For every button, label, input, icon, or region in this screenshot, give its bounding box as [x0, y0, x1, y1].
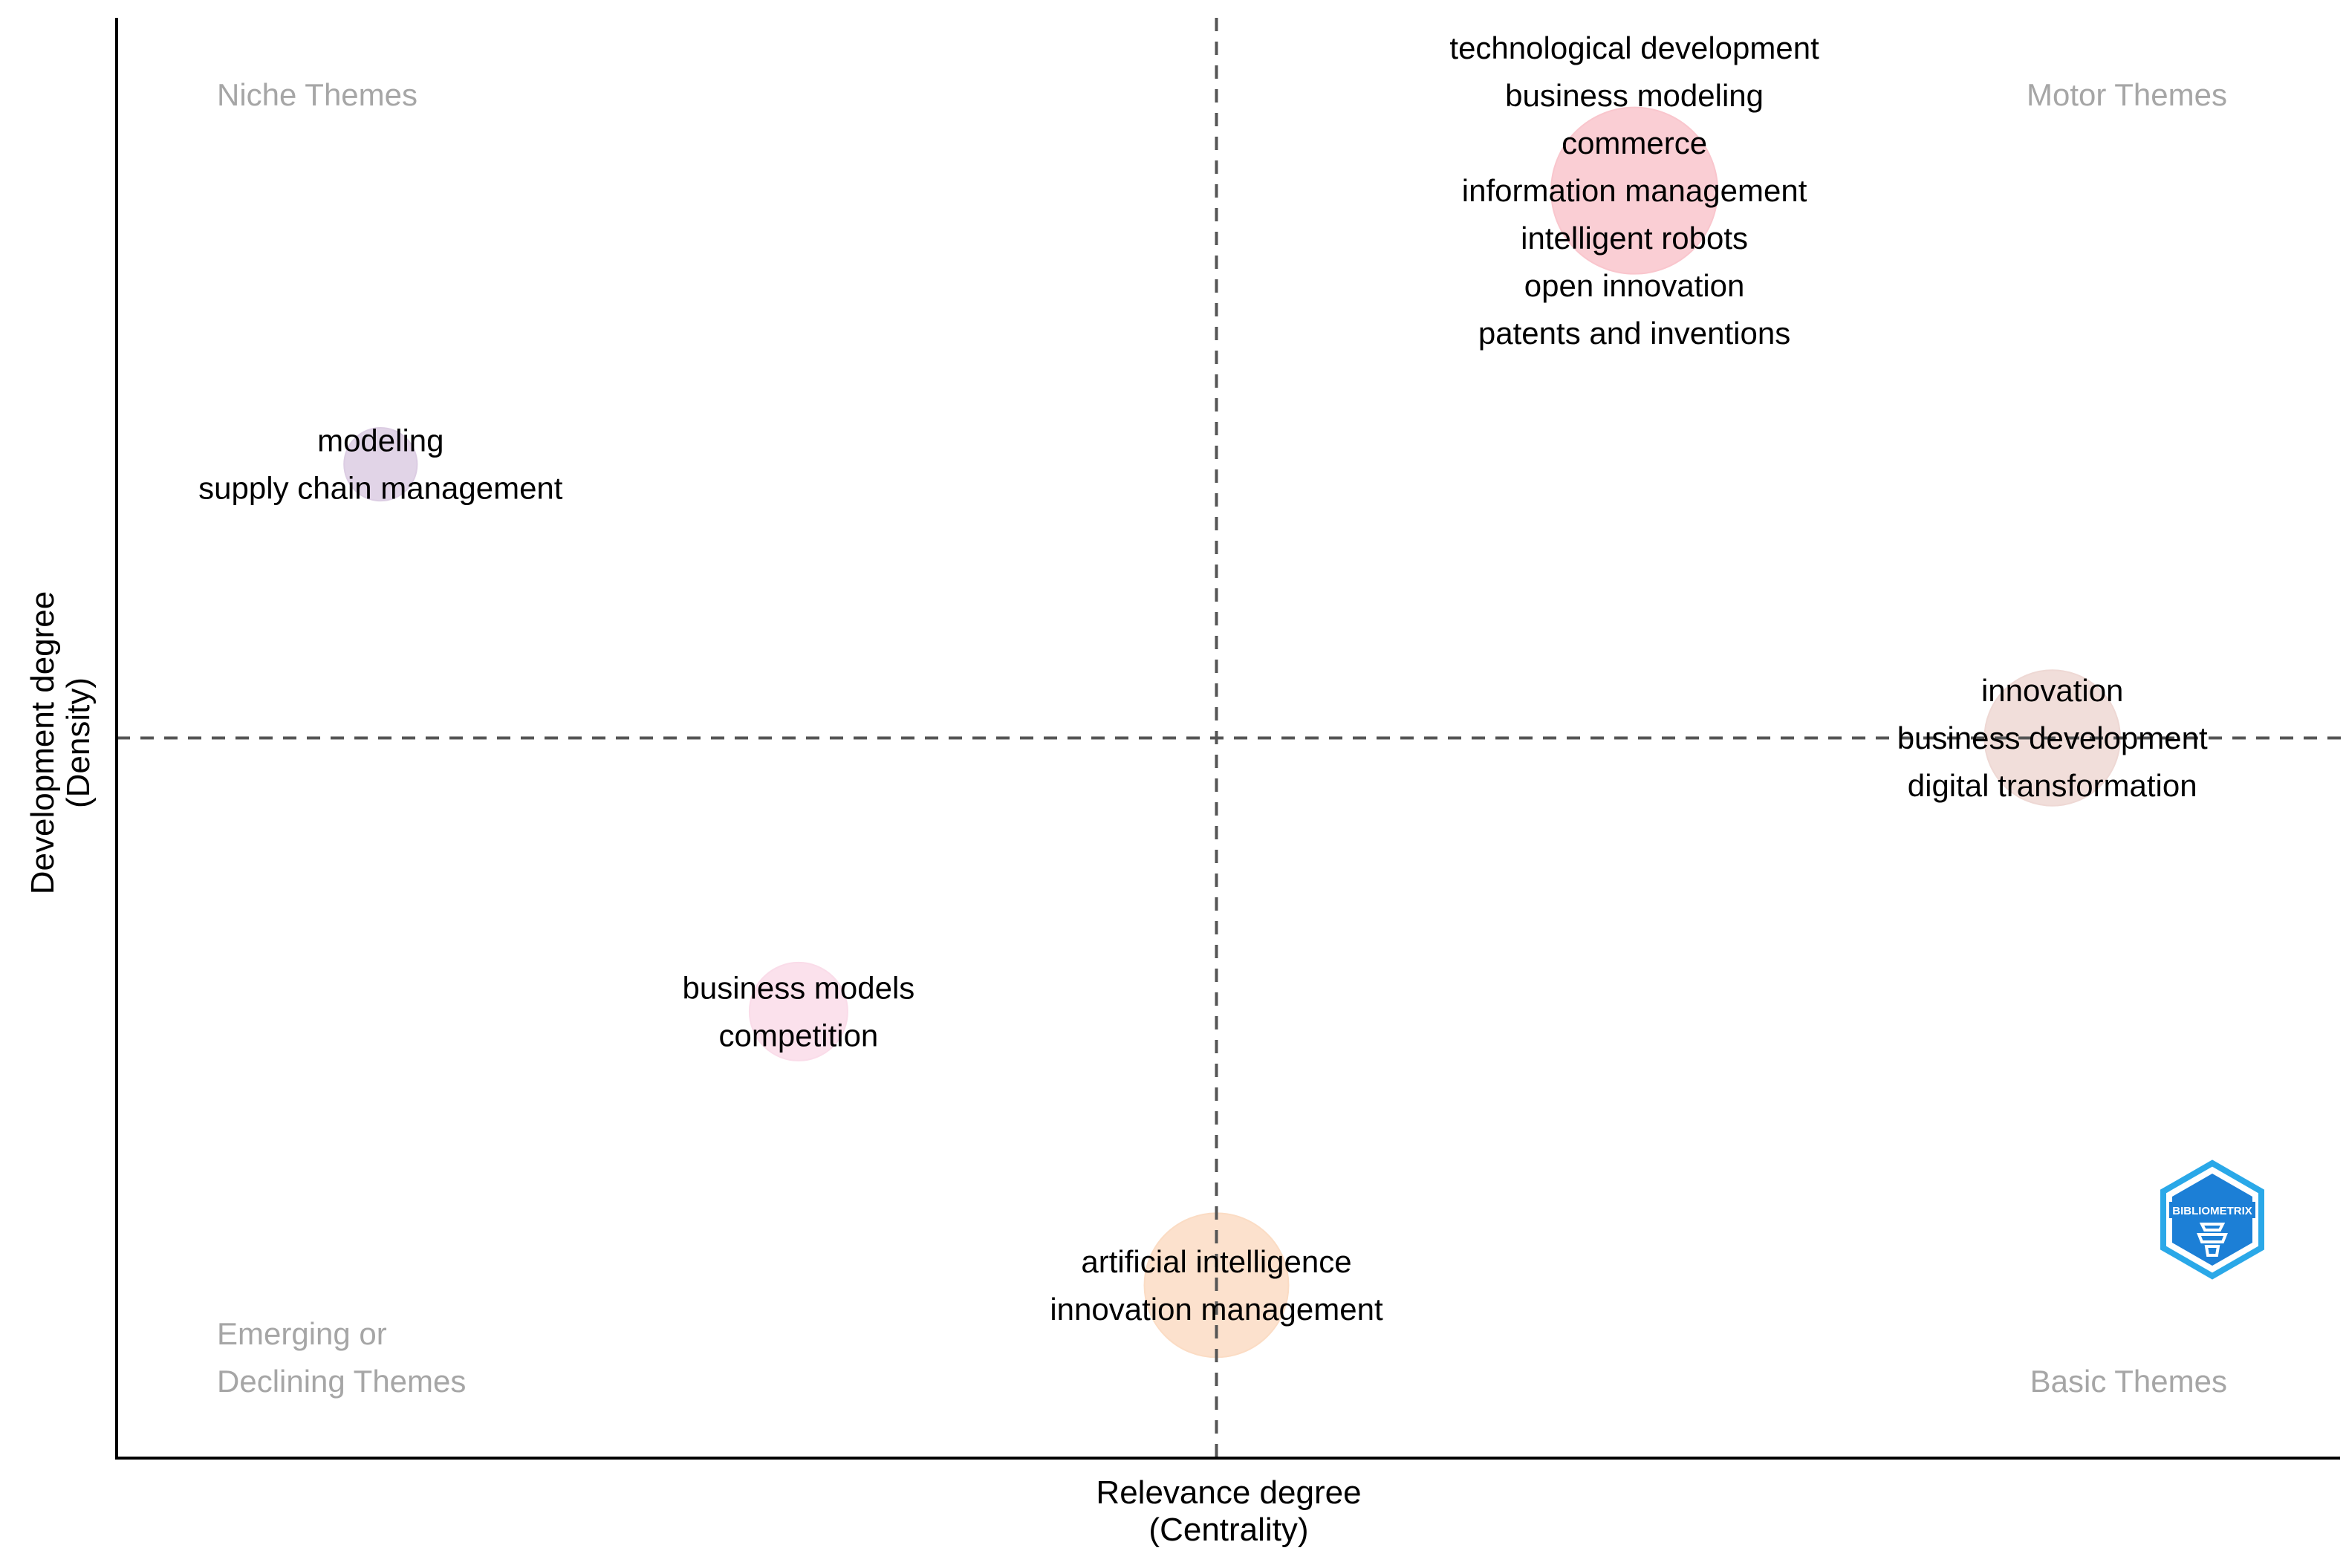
cluster-label: innovation management [1050, 1292, 1383, 1327]
logo-figure-icon [2197, 1223, 2228, 1257]
cluster-label: commerce [1562, 126, 1707, 160]
logo-text: BIBLIOMETRIX [2172, 1205, 2252, 1217]
quadrant-label-emerging-line1: Emerging or [217, 1316, 387, 1351]
cluster-label: information management [1462, 173, 1807, 208]
cluster-label: business development [1897, 720, 2208, 755]
bibliometrix-logo: BIBLIOMETRIX [2160, 1159, 2264, 1280]
cluster-label: open innovation [1524, 268, 1745, 303]
quadrant-label-niche: Niche Themes [217, 77, 417, 112]
quadrant-label-motor: Motor Themes [2027, 77, 2227, 112]
cluster-bubble-business-models [748, 961, 848, 1061]
y-axis-title: Development degree [25, 591, 61, 894]
cluster-label: supply chain management [198, 471, 563, 506]
cluster-label: digital transformation [1908, 768, 2197, 803]
logo-banner [2169, 1202, 2255, 1218]
logo-hexagon-inner [2172, 1174, 2252, 1266]
cluster-label: technological development [1449, 30, 1819, 65]
y-axis-subtitle: (Density) [60, 677, 97, 808]
quadrant-label-emerging-line2: Declining Themes [217, 1364, 466, 1399]
x-axis-subtitle: (Centrality) [1148, 1512, 1308, 1548]
cluster-bubble-modeling [343, 426, 418, 502]
cluster-label: artificial intelligence [1081, 1244, 1351, 1279]
cluster-label: innovation [1981, 673, 2123, 708]
quadrant-label-basic: Basic Themes [2030, 1364, 2227, 1399]
cluster-bubble-commerce [1550, 106, 1719, 275]
cluster-label: competition [719, 1018, 879, 1053]
cluster-label: business models [682, 970, 914, 1005]
x-axis-title: Relevance degree [1096, 1474, 1361, 1511]
cluster-label: modeling [317, 423, 443, 458]
cluster-label-layer: technological development business modeli… [198, 30, 2208, 1327]
cluster-label: patents and inventions [1478, 316, 1790, 351]
bubble-layer [343, 106, 2121, 1359]
cluster-label: business modeling [1505, 78, 1764, 113]
cluster-label: intelligent robots [1521, 221, 1748, 256]
